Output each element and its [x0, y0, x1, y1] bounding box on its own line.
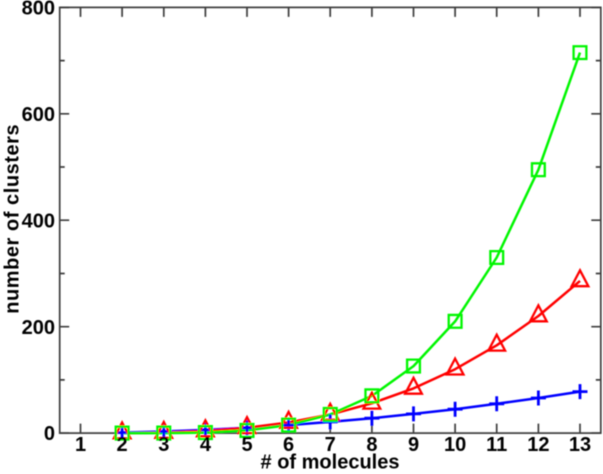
- svg-text:6: 6: [283, 434, 294, 456]
- svg-text:200: 200: [22, 317, 55, 339]
- svg-text:400: 400: [22, 210, 55, 232]
- svg-text:5: 5: [241, 434, 252, 456]
- svg-text:600: 600: [22, 104, 55, 126]
- svg-text:7: 7: [325, 434, 336, 456]
- svg-text:8: 8: [366, 434, 377, 456]
- svg-text:13: 13: [569, 434, 591, 456]
- svg-text:12: 12: [527, 434, 549, 456]
- svg-text:4: 4: [200, 434, 212, 456]
- svg-text:10: 10: [444, 434, 466, 456]
- svg-text:3: 3: [158, 434, 169, 456]
- svg-text:1: 1: [75, 434, 86, 456]
- svg-text:0: 0: [44, 423, 55, 445]
- svg-text:800: 800: [22, 0, 55, 20]
- svg-text:# of molecules: # of molecules: [261, 452, 400, 474]
- svg-text:2: 2: [117, 434, 128, 456]
- svg-text:9: 9: [408, 434, 419, 456]
- svg-text:11: 11: [486, 434, 507, 456]
- svg-text:number of clusters: number of clusters: [1, 124, 23, 314]
